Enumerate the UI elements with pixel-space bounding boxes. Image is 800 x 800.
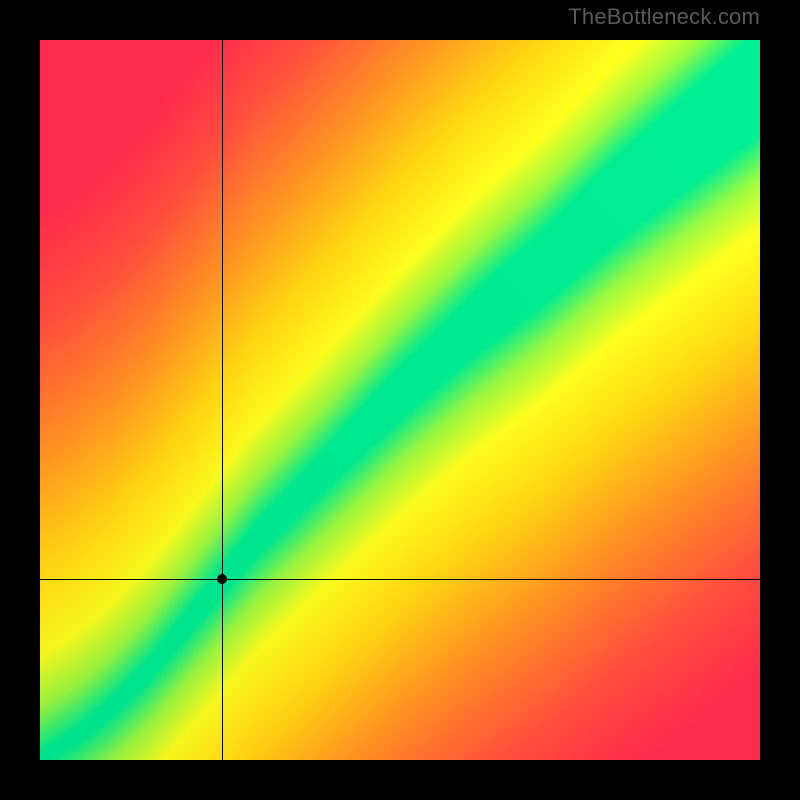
- data-point-marker: [217, 574, 227, 584]
- chart-frame: TheBottleneck.com: [0, 0, 800, 800]
- crosshair-horizontal: [40, 579, 760, 580]
- heatmap-canvas: [40, 40, 760, 760]
- plot-area: [40, 40, 760, 760]
- watermark-text: TheBottleneck.com: [568, 4, 760, 30]
- crosshair-vertical: [222, 40, 223, 760]
